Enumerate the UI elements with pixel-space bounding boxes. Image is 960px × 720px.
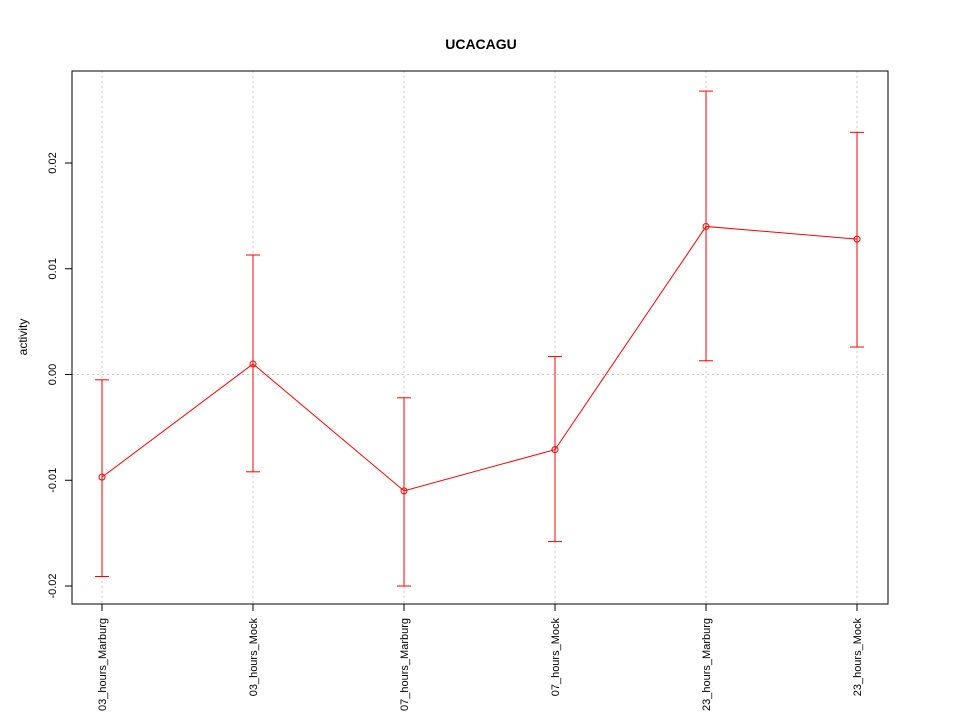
y-axis: -0.02 -0.01 0.00 0.01 0.02	[47, 152, 73, 599]
data-point	[702, 222, 710, 230]
error-bars	[95, 90, 864, 587]
y-tick-label: -0.02	[47, 573, 59, 598]
y-axis-label: activity	[16, 319, 30, 356]
x-tick-label: 07_hours_Mock	[550, 618, 562, 697]
series-line	[101, 225, 858, 492]
y-tick-label: 0.01	[47, 258, 59, 279]
data-point	[551, 446, 559, 454]
chart-title: UCACAGU	[445, 36, 517, 52]
data-point	[98, 473, 106, 481]
x-tick-label: 23_hours_Marburg	[701, 618, 713, 711]
x-axis: 03_hours_Marburg 03_hours_Mock 07_hours_Ma…	[97, 603, 864, 711]
x-tick-label: 03_hours_Mock	[248, 618, 260, 697]
data-point	[400, 487, 408, 495]
x-tick-label: 07_hours_Marburg	[399, 618, 411, 711]
x-tick-label: 03_hours_Marburg	[97, 618, 109, 711]
y-tick-label: -0.01	[47, 468, 59, 493]
x-tick-label: 23_hours_Mock	[852, 618, 864, 697]
data-series	[98, 222, 861, 495]
data-point	[249, 360, 257, 368]
plot-frame	[71, 70, 889, 605]
grid	[72, 71, 888, 604]
y-tick-label: 0.00	[47, 364, 59, 385]
y-tick-label: 0.02	[47, 152, 59, 173]
data-point	[853, 235, 861, 243]
